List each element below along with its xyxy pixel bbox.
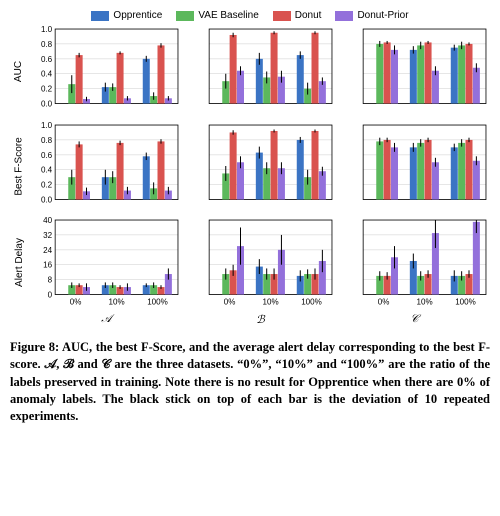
svg-text:24: 24 xyxy=(43,246,52,255)
legend-item-3: Donut-Prior xyxy=(335,10,408,21)
legend-item-2: Donut xyxy=(273,10,322,21)
svg-text:40: 40 xyxy=(43,216,52,225)
legend-item-0: Opprentice xyxy=(91,10,162,21)
ylabel-0: AUC xyxy=(10,25,28,118)
svg-text:100%: 100% xyxy=(301,298,322,307)
svg-text:0: 0 xyxy=(48,291,53,300)
svg-text:0%: 0% xyxy=(70,298,82,307)
legend-label: Donut-Prior xyxy=(357,10,408,21)
svg-text:0.4: 0.4 xyxy=(41,70,53,79)
svg-text:0%: 0% xyxy=(378,298,390,307)
legend-swatch xyxy=(91,11,109,21)
svg-text:0.8: 0.8 xyxy=(41,136,53,145)
legend-label: VAE Baseline xyxy=(198,10,258,21)
legend-swatch xyxy=(176,11,194,21)
xlabel-2: 𝒞 xyxy=(339,312,490,328)
svg-text:1.0: 1.0 xyxy=(41,121,53,130)
panel-r0-c1 xyxy=(185,25,336,118)
panel-r2-c2: 0% 10% 100% xyxy=(339,216,490,309)
svg-text:0.6: 0.6 xyxy=(41,55,53,64)
svg-text:1.0: 1.0 xyxy=(41,25,53,34)
legend-label: Opprentice xyxy=(113,10,162,21)
figure-container: Opprentice VAE Baseline Donut Donut-Prior A… xyxy=(10,10,490,425)
legend-swatch xyxy=(335,11,353,21)
xlabel-0: 𝒜 xyxy=(31,312,182,328)
panel-r1-c2 xyxy=(339,121,490,214)
svg-text:0.2: 0.2 xyxy=(41,85,53,94)
svg-text:10%: 10% xyxy=(263,298,279,307)
panel-grid: AUC0.00.20.40.60.81.0Best F-Score0.00.20… xyxy=(10,25,490,325)
svg-text:0.8: 0.8 xyxy=(41,40,53,49)
ylabel-2: Alert Delay xyxy=(10,216,28,309)
legend-item-1: VAE Baseline xyxy=(176,10,258,21)
legend-swatch xyxy=(273,11,291,21)
svg-text:0.6: 0.6 xyxy=(41,150,53,159)
xlabel-1: ℬ xyxy=(185,312,336,328)
svg-text:100%: 100% xyxy=(147,298,168,307)
corner-spacer xyxy=(10,312,28,328)
svg-text:0.0: 0.0 xyxy=(41,100,53,109)
legend-label: Donut xyxy=(295,10,322,21)
ylabel-1: Best F-Score xyxy=(10,121,28,214)
panel-r0-c0: 0.0 0.2 0.4 0.6 0.8 1.0 xyxy=(31,25,182,118)
svg-text:10%: 10% xyxy=(417,298,433,307)
legend: Opprentice VAE Baseline Donut Donut-Prior xyxy=(10,10,490,21)
svg-text:8: 8 xyxy=(48,276,53,285)
panel-r1-c1 xyxy=(185,121,336,214)
svg-text:16: 16 xyxy=(43,261,52,270)
svg-text:0.0: 0.0 xyxy=(41,195,53,204)
panel-r1-c0: 0.0 0.2 0.4 0.6 0.8 1.0 xyxy=(31,121,182,214)
svg-text:0.2: 0.2 xyxy=(41,180,53,189)
svg-text:0.4: 0.4 xyxy=(41,165,53,174)
svg-text:100%: 100% xyxy=(455,298,476,307)
panel-r2-c0: 0 8 16 24 32 40 0% 10% 100% xyxy=(31,216,182,309)
panel-r2-c1: 0% 10% 100% xyxy=(185,216,336,309)
panel-r0-c2 xyxy=(339,25,490,118)
figure-caption: Figure 8: AUC, the best F-Score, and the… xyxy=(10,339,490,425)
svg-text:10%: 10% xyxy=(109,298,125,307)
svg-text:32: 32 xyxy=(43,231,52,240)
svg-text:0%: 0% xyxy=(224,298,236,307)
